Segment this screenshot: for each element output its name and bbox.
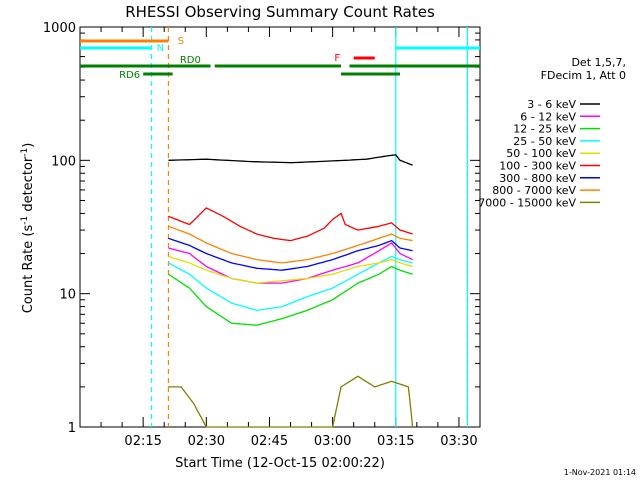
legend-label: 300 - 800 keV [499, 172, 576, 185]
series-line [168, 375, 414, 428]
flag-label-rd0: RD0 [180, 55, 201, 66]
legend-label: 25 - 50 keV [513, 135, 576, 148]
y-axis-title: Count Rate (s-1 detector-1) [20, 143, 36, 314]
series-line [168, 255, 413, 311]
plot-frame [79, 26, 481, 428]
series-line [168, 265, 413, 326]
flag-label-f: F [334, 53, 340, 64]
plot-area: 1 10 100 1000 02:15 02:30 02:45 03:00 03:15 03:30… [43, 21, 481, 449]
y-axis-title-part3: ) [21, 143, 36, 148]
x-tick-label: 03:30 [440, 434, 477, 449]
y-tick-label: 100 [51, 154, 76, 169]
x-tick-label: 03:00 [314, 434, 351, 449]
y-tick-label: 1000 [43, 21, 76, 36]
legend-label: 12 - 25 keV [513, 123, 576, 136]
footer-date: 1-Nov-2021 01:14 [564, 468, 636, 477]
x-axis-title: Start Time (12-Oct-15 02:00:22) [175, 456, 385, 471]
flag-label-rd6: RD6 [119, 70, 140, 81]
series-line [168, 225, 413, 264]
y-axis-title-sup2: -1 [20, 148, 30, 157]
y-axis-title-part2: detector [21, 156, 36, 216]
series-line [168, 154, 413, 166]
legend-label: 50 - 100 keV [506, 147, 576, 160]
x-tick-label: 02:45 [251, 434, 288, 449]
x-tick-label: 03:15 [377, 434, 414, 449]
legend-label: 7000 - 15000 keV [478, 196, 576, 209]
legend-label: 3 - 6 keV [527, 98, 576, 111]
series-line [168, 237, 413, 271]
legend-label: 6 - 12 keV [520, 110, 576, 123]
flag-label-s: S [178, 36, 184, 47]
legend-header-line: Det 1,5,7, [571, 56, 626, 69]
svg-text:Count Rate (s-1 detector-1): Count Rate (s-1 detector-1) [20, 143, 36, 314]
x-tick-label: 02:15 [124, 434, 161, 449]
series-line [168, 255, 413, 284]
y-axis-title-part1: Count Rate (s [21, 225, 36, 314]
y-tick-label: 10 [59, 288, 76, 303]
flag-label-n: N [157, 43, 164, 54]
y-tick-label: 1 [68, 421, 76, 436]
y-axis-title-sup1: -1 [20, 216, 30, 225]
legend-label: 100 - 300 keV [499, 160, 576, 173]
legend-header-line: FDecim 1, Att 0 [541, 69, 626, 82]
chart-title: RHESSI Observing Summary Count Rates [125, 3, 435, 21]
legend-label: 800 - 7000 keV [492, 184, 576, 197]
x-tick-label: 02:30 [188, 434, 225, 449]
series-line [168, 207, 413, 242]
